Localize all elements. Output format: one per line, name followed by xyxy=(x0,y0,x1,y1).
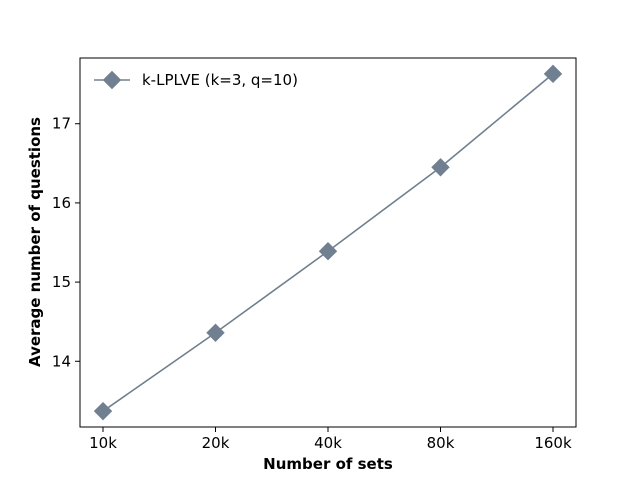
data-point-marker xyxy=(543,64,563,84)
x-axis-label: Number of sets xyxy=(263,455,393,473)
y-axis-label: Average number of questions xyxy=(26,117,44,367)
x-tick-label: 160k xyxy=(534,434,572,452)
data-point-marker xyxy=(431,158,450,177)
data-point-marker xyxy=(93,401,113,421)
x-tick-label: 80k xyxy=(427,434,455,452)
y-tick-label: 15 xyxy=(52,273,71,291)
legend: k-LPLVE (k=3, q=10) xyxy=(94,70,298,90)
y-tick-label: 16 xyxy=(52,194,71,212)
legend-marker xyxy=(102,70,122,90)
x-tick-label: 10k xyxy=(89,434,117,452)
data-point-marker xyxy=(206,323,225,342)
x-tick-label: 40k xyxy=(314,434,342,452)
y-tick-label: 17 xyxy=(52,115,71,133)
data-point-marker xyxy=(318,242,338,261)
x-tick-label: 20k xyxy=(202,434,230,452)
legend-label: k-LPLVE (k=3, q=10) xyxy=(142,71,298,89)
y-tick-label: 14 xyxy=(52,352,71,370)
